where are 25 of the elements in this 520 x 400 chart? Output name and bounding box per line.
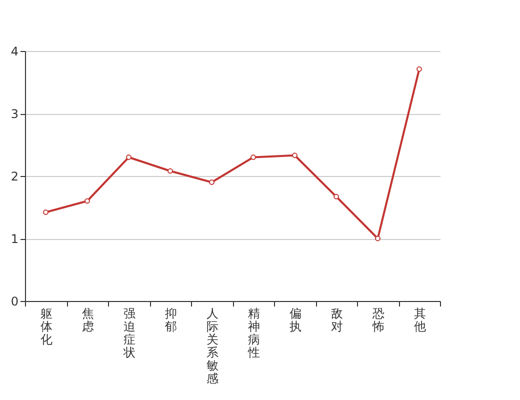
point bbox=[334, 194, 339, 200]
y-tick-label: 3 bbox=[10, 107, 18, 121]
point bbox=[209, 180, 214, 185]
point bbox=[168, 168, 173, 174]
y-tick-label: 4 bbox=[10, 44, 18, 58]
point bbox=[84, 198, 90, 204]
x-tick-label: 躯体化 bbox=[40, 306, 52, 346]
x-tick-label: 强迫症状 bbox=[122, 306, 136, 360]
point bbox=[43, 210, 48, 215]
y-tick-label: 0 bbox=[10, 294, 18, 308]
point bbox=[292, 152, 298, 158]
y-tick-label: 2 bbox=[10, 170, 18, 184]
x-tick-label: 焦虑 bbox=[82, 306, 94, 334]
x-tick-label: 其他 bbox=[414, 306, 426, 334]
x-tick-label: 敌对 bbox=[330, 306, 343, 334]
x-tick-label: 人际关系敏感 bbox=[206, 306, 218, 386]
y-tick-label: 1 bbox=[10, 232, 18, 246]
point bbox=[126, 154, 132, 160]
point bbox=[250, 154, 256, 160]
x-tick-label: 偏执 bbox=[289, 306, 302, 334]
point bbox=[375, 236, 380, 242]
x-tick-label: 恐怖 bbox=[371, 306, 384, 334]
x-tick-label: 精神病性 bbox=[246, 306, 260, 360]
point bbox=[416, 66, 422, 72]
x-tick-label: 抑郁 bbox=[164, 306, 177, 334]
